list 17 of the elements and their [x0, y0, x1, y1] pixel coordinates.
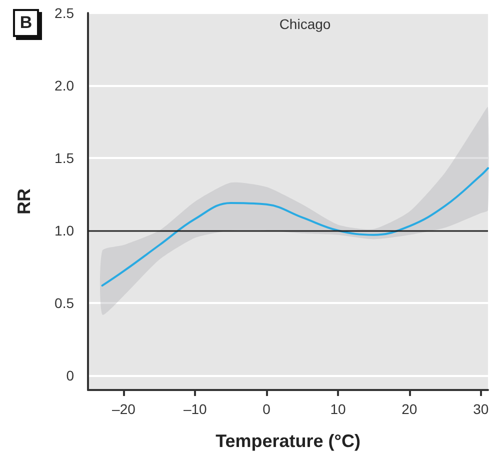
- y-tick-label: 0.5: [54, 295, 74, 311]
- y-tick-label: 1.0: [54, 222, 74, 238]
- y-tick-label: 0: [66, 368, 74, 384]
- x-tick-label: –10: [183, 401, 208, 417]
- y-axis-title: RR: [14, 188, 34, 214]
- x-tick-label: 10: [330, 401, 346, 417]
- text: B: [13, 9, 39, 37]
- x-tick-label: 30: [473, 401, 489, 417]
- y-tick-label: 2.5: [54, 5, 74, 21]
- x-tick-label: 20: [402, 401, 418, 417]
- x-axis-title: Temperature (°C): [216, 431, 360, 451]
- line-series: [101, 167, 489, 287]
- chart-title: Chicago: [279, 16, 331, 32]
- y-tick-label: 2.0: [54, 78, 74, 94]
- x-tick-label: 0: [262, 401, 271, 417]
- x-tick-label: –20: [112, 401, 136, 417]
- y-tick-label: 1.5: [54, 150, 74, 166]
